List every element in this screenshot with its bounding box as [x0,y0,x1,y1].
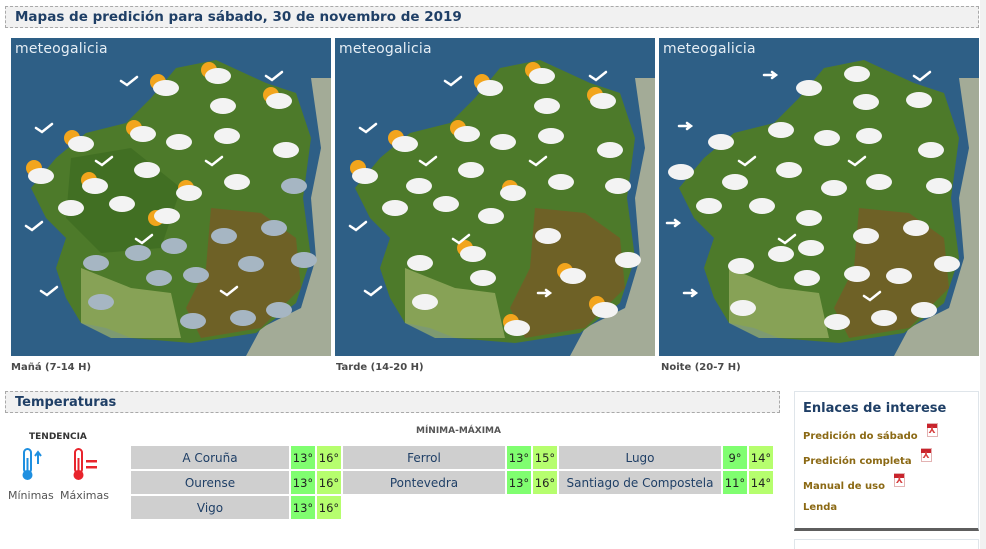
temperatures-section-title: Temperaturas [5,391,780,413]
minimas-label: Mínimas [8,489,54,502]
link-predicion-sabado[interactable]: Predición do sábado [803,423,938,442]
link-label[interactable]: Manual de uso [803,481,885,492]
min-max-column-label: MÍNIMA-MÁXIMA [416,426,501,436]
max-temp: 14° [749,471,773,494]
min-temp: 13° [291,471,315,494]
link-label[interactable]: Predición completa [803,456,912,467]
pdf-icon[interactable] [920,448,932,462]
city-name: Santiago de Compostela [559,471,721,494]
city-name: Lugo [559,446,721,469]
min-temp: 11° [723,471,747,494]
city-name: Ferrol [343,446,505,469]
forecast-map-morning[interactable]: meteogalicia [11,38,331,356]
link-label[interactable]: Lenda [803,502,838,513]
meteogalicia-logo: meteogalicia [663,41,756,57]
page-scrollbar-gutter [980,0,986,549]
meteogalicia-logo: meteogalicia [15,41,108,57]
secondary-panel [794,539,979,549]
trend-label: TENDENCIA [29,432,87,442]
city-name: Vigo [131,496,289,519]
links-panel-title: Enlaces de interese [803,401,947,416]
link-predicion-completa[interactable]: Predición completa [803,448,932,467]
max-temp: 14° [749,446,773,469]
maximas-label: Máximas [60,489,109,502]
min-temp: 13° [291,496,315,519]
page-title-text: Mapas de predición para sábado, 30 de no… [15,9,462,25]
map-caption-afternoon: Tarde (14-20 H) [336,362,424,373]
galicia-map-graphic [335,38,655,356]
page-title: Mapas de predición para sábado, 30 de no… [5,6,979,28]
max-temp: 16° [533,471,557,494]
links-panel: Enlaces de interese Predición do sábado … [794,391,979,531]
max-temp: 15° [533,446,557,469]
galicia-map-graphic [659,38,979,356]
map-caption-morning: Mañá (7-14 H) [11,362,92,373]
temperatures-section-title-text: Temperaturas [15,394,117,410]
min-temp: 13° [507,446,531,469]
max-temp: 16° [317,446,341,469]
temperature-row: Ourense 13° 16° Pontevedra 13° 16° Santi… [131,471,775,494]
city-name: A Coruña [131,446,289,469]
meteogalicia-logo: meteogalicia [339,41,432,57]
min-temp: 9° [723,446,747,469]
pdf-icon[interactable] [893,473,905,487]
map-caption-night: Noite (20-7 H) [661,362,741,373]
link-label[interactable]: Predición do sábado [803,431,918,442]
temperature-row: A Coruña 13° 16° Ferrol 13° 15° Lugo 9° … [131,446,775,469]
link-manual-uso[interactable]: Manual de uso [803,473,905,492]
thermometer-up-icon [19,448,45,482]
max-temp: 16° [317,471,341,494]
max-temp: 16° [317,496,341,519]
galicia-map-graphic [11,38,331,356]
city-name: Ourense [131,471,289,494]
thermometer-equal-icon [72,448,98,482]
temperature-row: Vigo 13° 16° [131,496,343,519]
pdf-icon[interactable] [926,423,938,437]
min-temp: 13° [291,446,315,469]
forecast-map-afternoon[interactable]: meteogalicia [335,38,655,356]
link-lenda[interactable]: Lenda [803,502,837,513]
min-temp: 13° [507,471,531,494]
city-name: Pontevedra [343,471,505,494]
forecast-map-night[interactable]: meteogalicia [659,38,979,356]
